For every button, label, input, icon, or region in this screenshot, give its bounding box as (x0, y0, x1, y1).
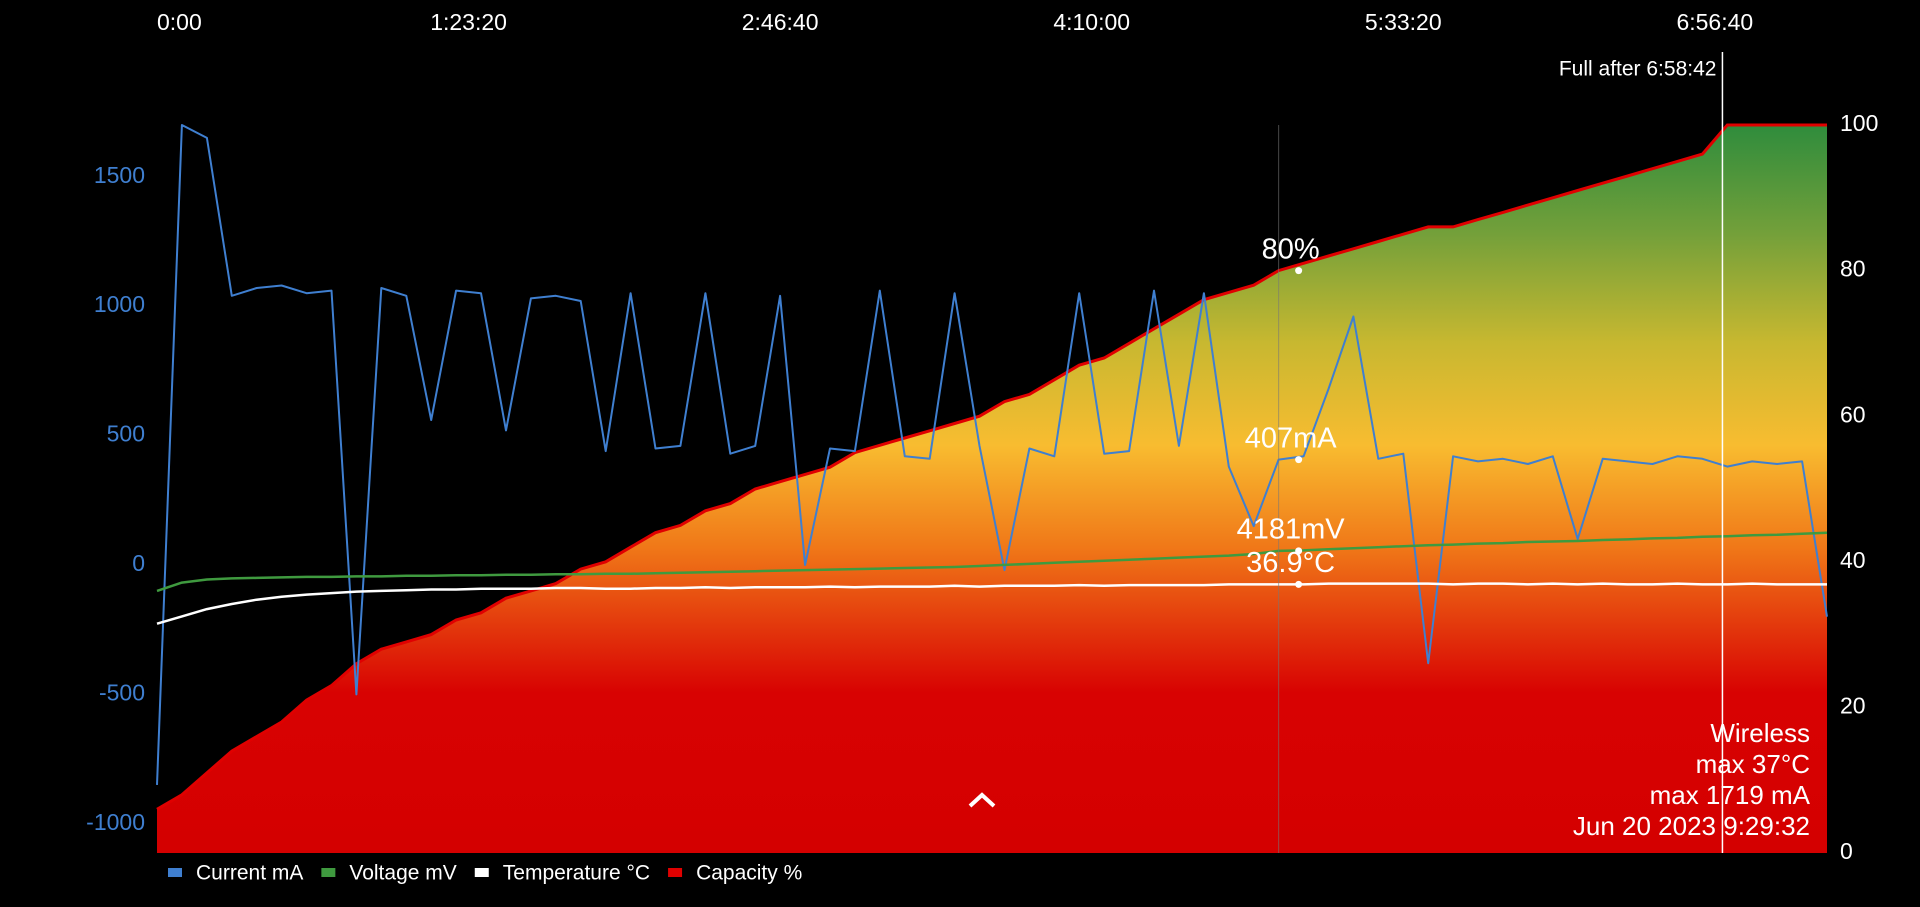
y-tick-label: 1000 (94, 291, 145, 317)
info-line: max 37°C (1696, 749, 1810, 779)
legend-label: Temperature °C (503, 862, 650, 885)
y-tick-label: -1000 (86, 809, 145, 835)
legend-swatch (321, 868, 336, 877)
y2-tick-label: 40 (1840, 547, 1866, 573)
overlay-layer: 0:00 1:23:20 2:46:40 4:10:00 5:33:20 6:56:40 -… (86, 9, 1878, 884)
cursor-label: 407mA (1245, 422, 1338, 454)
y2-tick-label: 80 (1840, 256, 1866, 282)
x-tick-label: 5:33:20 (1365, 9, 1442, 35)
x-tick-label: 1:23:20 (430, 9, 507, 35)
cursor-dot (1295, 456, 1303, 464)
y2-tick-label: 0 (1840, 838, 1853, 864)
cursor-label: 36.9°C (1246, 547, 1335, 579)
x-tick-label: 2:46:40 (742, 9, 819, 35)
full-label: Full after 6:58:42 (1559, 58, 1717, 81)
cursor-dot (1295, 547, 1303, 555)
info-line: Jun 20 2023 9:29:32 (1573, 811, 1810, 841)
area-layer (156, 123, 1827, 853)
line-layer (156, 124, 1828, 785)
info-line: Wireless (1710, 718, 1810, 748)
series-line (156, 531, 1828, 593)
series-line (156, 124, 1828, 785)
cursor-dot (1295, 267, 1303, 275)
capacity-area (157, 125, 1827, 853)
y-tick-label: -500 (99, 679, 145, 705)
legend-label: Voltage mV (349, 862, 456, 885)
y-tick-label: 500 (107, 421, 145, 447)
y-tick-label: 1500 (94, 162, 145, 188)
legend-swatch (668, 868, 683, 877)
info-line: max 1719 mA (1650, 780, 1811, 810)
legend-label: Capacity % (696, 862, 802, 885)
expand-chevron[interactable] (968, 792, 996, 808)
y-tick-label: 0 (132, 550, 145, 576)
cursor-label: 4181mV (1237, 514, 1346, 546)
x-tick-label: 0:00 (157, 9, 202, 35)
capacity-edge (156, 123, 1827, 811)
legend-swatch (474, 868, 489, 877)
y2-tick-label: 60 (1840, 401, 1866, 427)
cursor-dot (1295, 580, 1303, 588)
y2-tick-label: 20 (1840, 692, 1866, 718)
legend-swatch (168, 868, 182, 877)
legend-label: Current mA (196, 862, 303, 885)
series-line (156, 582, 1827, 625)
y2-tick-label: 100 (1840, 110, 1878, 136)
x-tick-label: 6:56:40 (1676, 9, 1753, 35)
cursor-label: 80% (1262, 233, 1320, 265)
x-tick-label: 4:10:00 (1053, 9, 1130, 35)
